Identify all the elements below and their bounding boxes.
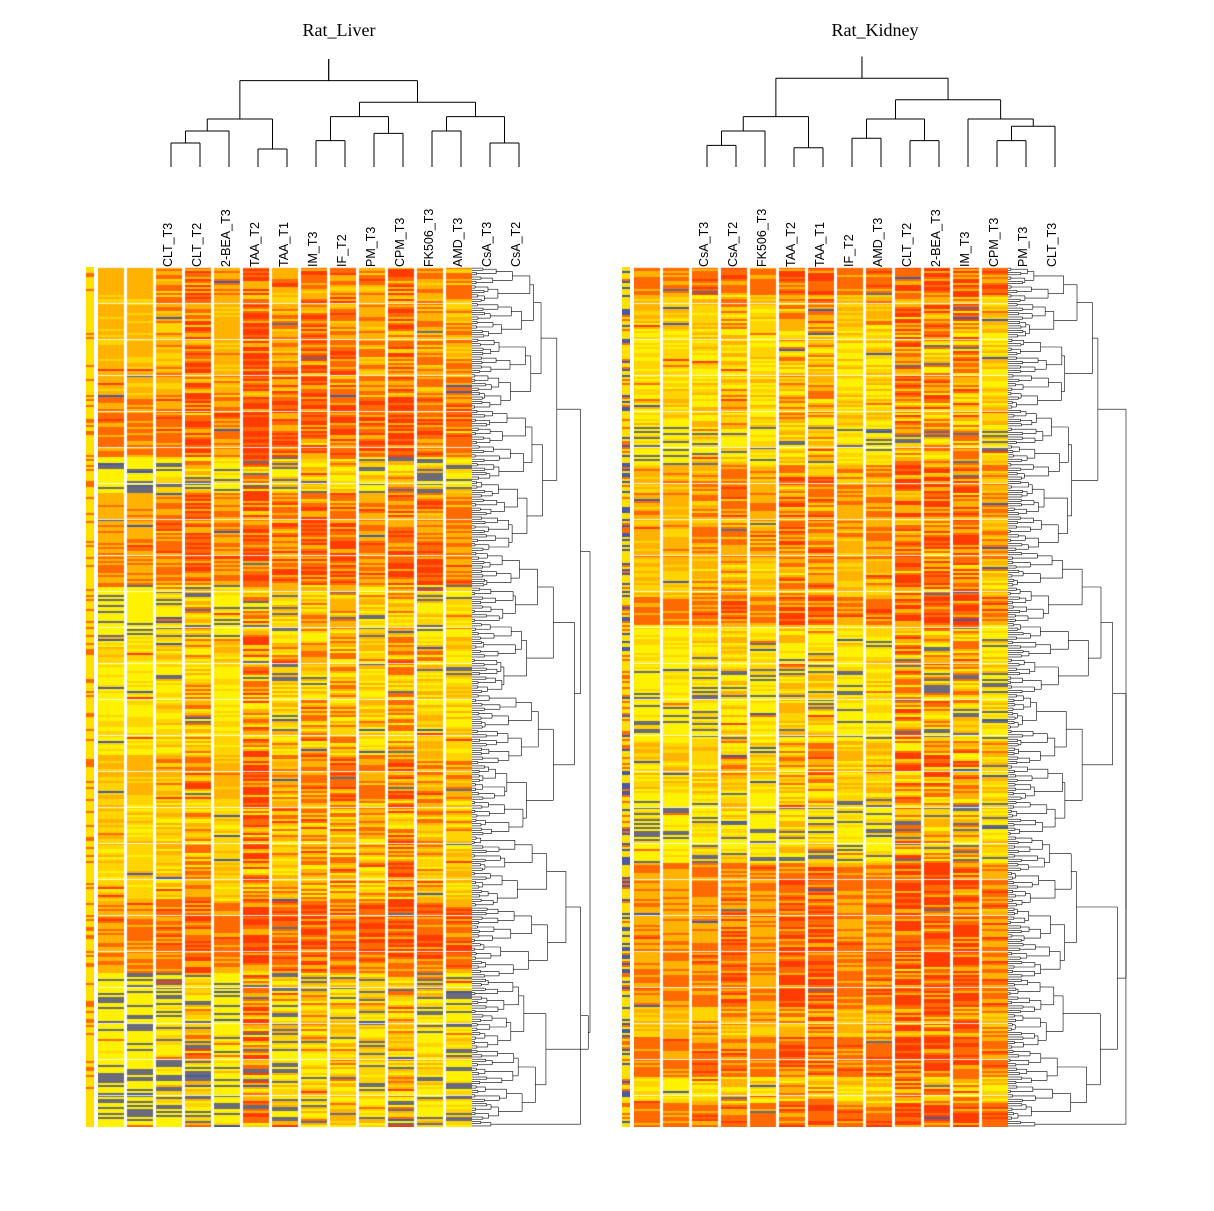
column-label: TAA_T1: [813, 222, 827, 267]
column-label: CsA_T3: [480, 222, 494, 267]
column-label: CLT_T2: [190, 223, 204, 267]
column-label: CsA_T2: [726, 222, 740, 267]
figure: Rat_Liver CLT_T3 CLT_T2 2-BEA_T3 TAA_T2 TAA_T…: [20, 20, 1194, 1127]
column-label: PM_T3: [364, 227, 378, 267]
column-label: IF_T2: [335, 234, 349, 267]
column-label: CPM_T3: [987, 218, 1001, 267]
column-label: 2-BEA_T3: [929, 209, 943, 267]
column-dendrogram: [146, 47, 532, 167]
column-label: CPM_T3: [393, 218, 407, 267]
column-labels: CsA_T3 CsA_T2 FK506_T3 TAA_T2 TAA_T1 IF_T2 AMD…: [682, 167, 1068, 267]
column-label: IM_T3: [958, 232, 972, 267]
column-label: AMD_T3: [871, 218, 885, 267]
column-dendrogram: [682, 47, 1068, 167]
column-label: FK506_T3: [422, 209, 436, 267]
column-label: CsA_T2: [509, 222, 523, 267]
row-annotation-strip: [622, 267, 630, 1127]
column-label: CLT_T3: [161, 223, 175, 267]
column-label: TAA_T2: [784, 222, 798, 267]
column-label: CsA_T3: [697, 222, 711, 267]
heatmap-panel: Rat_Liver CLT_T3 CLT_T2 2-BEA_T3 TAA_T2 TAA_T…: [86, 20, 592, 1127]
heatmap-panel: Rat_Kidney CsA_T3 CsA_T2 FK506_T3 TAA_T2 TAA_…: [622, 20, 1128, 1127]
column-label: FK506_T3: [755, 209, 769, 267]
column-label: TAA_T2: [248, 222, 262, 267]
column-label: IF_T2: [842, 234, 856, 267]
column-label: AMD_T3: [451, 218, 465, 267]
heatmap: [98, 267, 472, 1127]
row-annotation-strip: [86, 267, 94, 1127]
row-dendrogram: [472, 267, 592, 1127]
column-label: PM_T3: [1016, 227, 1030, 267]
panel-title: Rat_Kidney: [832, 20, 919, 41]
column-label: IM_T3: [306, 232, 320, 267]
panel-title: Rat_Liver: [303, 20, 376, 41]
heatmap: [634, 267, 1008, 1127]
row-dendrogram: [1008, 267, 1128, 1127]
column-label: CLT_T2: [900, 223, 914, 267]
column-label: TAA_T1: [277, 222, 291, 267]
column-label: CLT_T3: [1045, 223, 1059, 267]
panel-body: [86, 267, 592, 1127]
column-labels: CLT_T3 CLT_T2 2-BEA_T3 TAA_T2 TAA_T1 IM_T3 IF_…: [146, 167, 532, 267]
panel-body: [622, 267, 1128, 1127]
column-label: 2-BEA_T3: [219, 209, 233, 267]
